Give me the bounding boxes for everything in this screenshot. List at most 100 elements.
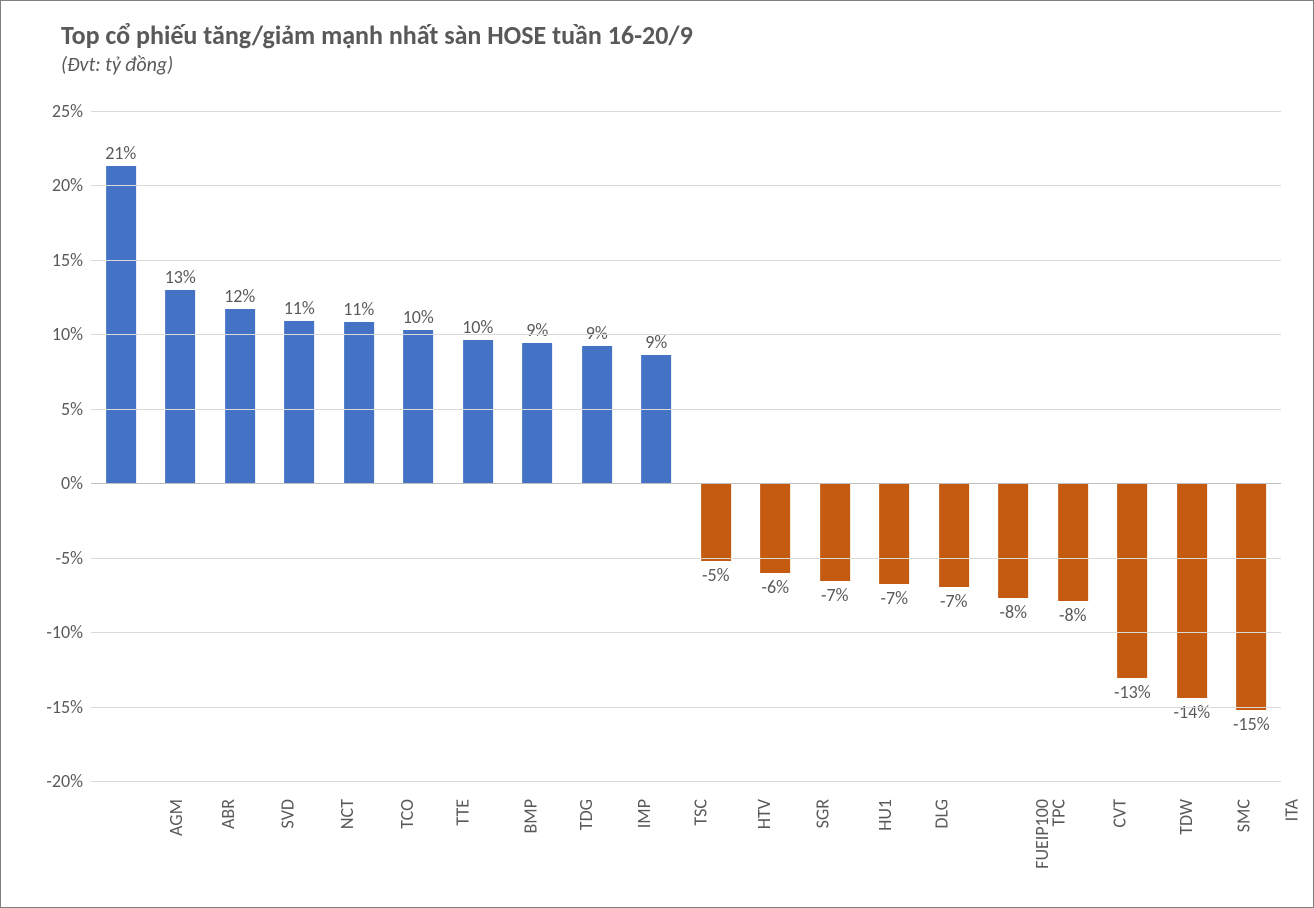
bar-slot: 12% (210, 111, 270, 781)
grid-line (91, 632, 1281, 633)
bar-slot: -7% (805, 111, 865, 781)
data-label: -5% (702, 564, 730, 586)
data-label: 13% (165, 266, 196, 288)
chart-title: Top cổ phiếu tăng/giảm mạnh nhất sàn HOS… (61, 19, 693, 51)
x-tick-label: AGM (165, 799, 187, 836)
y-tick-label: -20% (46, 770, 91, 792)
data-label: -7% (821, 584, 849, 606)
x-tick-label: IMP (633, 799, 655, 828)
bar (1058, 483, 1088, 601)
bar (879, 483, 909, 584)
bar (522, 343, 552, 483)
bar (403, 330, 433, 483)
chart-subtitle: (Đvt: tỷ đồng) (61, 53, 693, 77)
y-tick-label: 10% (52, 323, 91, 345)
data-label: 11% (284, 297, 315, 319)
chart-container: Top cổ phiếu tăng/giảm mạnh nhất sàn HOS… (0, 0, 1314, 908)
title-block: Top cổ phiếu tăng/giảm mạnh nhất sàn HOS… (61, 19, 693, 77)
bar (165, 290, 195, 484)
x-tick-label: TTE (452, 799, 474, 826)
bar (463, 340, 493, 483)
bar (939, 483, 969, 587)
bar (1177, 483, 1207, 697)
data-label: -13% (1114, 681, 1151, 703)
data-label: 12% (224, 285, 255, 307)
y-tick-label: 0% (61, 472, 91, 494)
bar (820, 483, 850, 581)
bar-slot: 11% (270, 111, 330, 781)
bar (1117, 483, 1147, 678)
bar (998, 483, 1028, 598)
data-label: -7% (880, 587, 908, 609)
y-tick-label: -5% (55, 547, 91, 569)
y-tick-label: 15% (52, 249, 91, 271)
x-tick-label: CVT (1108, 799, 1130, 828)
bar (582, 346, 612, 483)
grid-line (91, 409, 1281, 410)
bar (344, 322, 374, 483)
grid-line (91, 558, 1281, 559)
bar-slot: -14% (1162, 111, 1222, 781)
bar-slot: 11% (329, 111, 389, 781)
x-tick-label: HU1 (874, 799, 896, 831)
data-label: -15% (1233, 713, 1270, 735)
y-tick-label: -10% (46, 621, 91, 643)
bar-slot: 10% (448, 111, 508, 781)
bar (106, 166, 136, 483)
bar-slot: 9% (627, 111, 687, 781)
bar (760, 483, 790, 572)
x-tick-label: TCO (396, 799, 418, 829)
x-tick-label: SVD (276, 799, 298, 828)
y-tick-label: 5% (61, 398, 91, 420)
bar-slot: -7% (924, 111, 984, 781)
x-tick-label: SGR (812, 799, 834, 828)
x-tick-label: ABR (217, 799, 239, 829)
bar-slot: -13% (1103, 111, 1163, 781)
bars-layer: 21%13%12%11%11%10%10%9%9%9%-5%-6%-7%-7%-… (91, 111, 1281, 781)
bar-slot: -7% (865, 111, 925, 781)
bar-slot: -8% (984, 111, 1044, 781)
x-tick-label: ITA (1281, 799, 1303, 821)
bar-slot: -8% (1043, 111, 1103, 781)
x-tick-label: TSC (690, 799, 712, 826)
x-tick-label: NCT (336, 799, 358, 829)
y-tick-label: -15% (46, 696, 91, 718)
bar-slot: -15% (1222, 111, 1282, 781)
bar (641, 355, 671, 483)
data-label: -14% (1173, 701, 1210, 723)
x-tick-label: BMP (519, 799, 541, 833)
grid-line (91, 111, 1281, 112)
bar-slot: 9% (508, 111, 568, 781)
grid-line (91, 781, 1281, 782)
bar-slot: -5% (686, 111, 746, 781)
data-label: 10% (403, 306, 434, 328)
y-tick-label: 20% (52, 174, 91, 196)
x-tick-label: SMC (1232, 799, 1254, 832)
data-label: 9% (526, 319, 548, 341)
data-label: -7% (940, 590, 968, 612)
bar (701, 483, 731, 560)
x-tick-label: DLG (931, 799, 953, 829)
bar-slot: -6% (746, 111, 806, 781)
grid-line (91, 334, 1281, 335)
x-axis-labels: AGM ABR SVD NCT TCO TTE BMP TDG IMP TSC HTV SGR HU1 D… (91, 791, 1281, 901)
data-label: -6% (761, 576, 789, 598)
x-tick-label: TDG (575, 799, 597, 830)
grid-line (91, 707, 1281, 708)
data-label: -8% (1059, 604, 1087, 626)
bar-slot: 21% (91, 111, 151, 781)
bar-slot: 9% (567, 111, 627, 781)
bar-slot: 13% (151, 111, 211, 781)
x-tick-label: TDW (1175, 799, 1197, 835)
x-tick-label: TPC (1048, 799, 1070, 827)
plot-area: 21%13%12%11%11%10%10%9%9%9%-5%-6%-7%-7%-… (91, 111, 1281, 781)
x-tick-label: HTV (753, 799, 775, 829)
data-label: 9% (586, 322, 608, 344)
bar (1236, 483, 1266, 709)
data-label: 21% (105, 142, 136, 164)
bar (284, 321, 314, 483)
zero-line (91, 483, 1281, 484)
data-label: 11% (343, 298, 374, 320)
y-tick-label: 25% (52, 100, 91, 122)
bar-slot: 10% (389, 111, 449, 781)
